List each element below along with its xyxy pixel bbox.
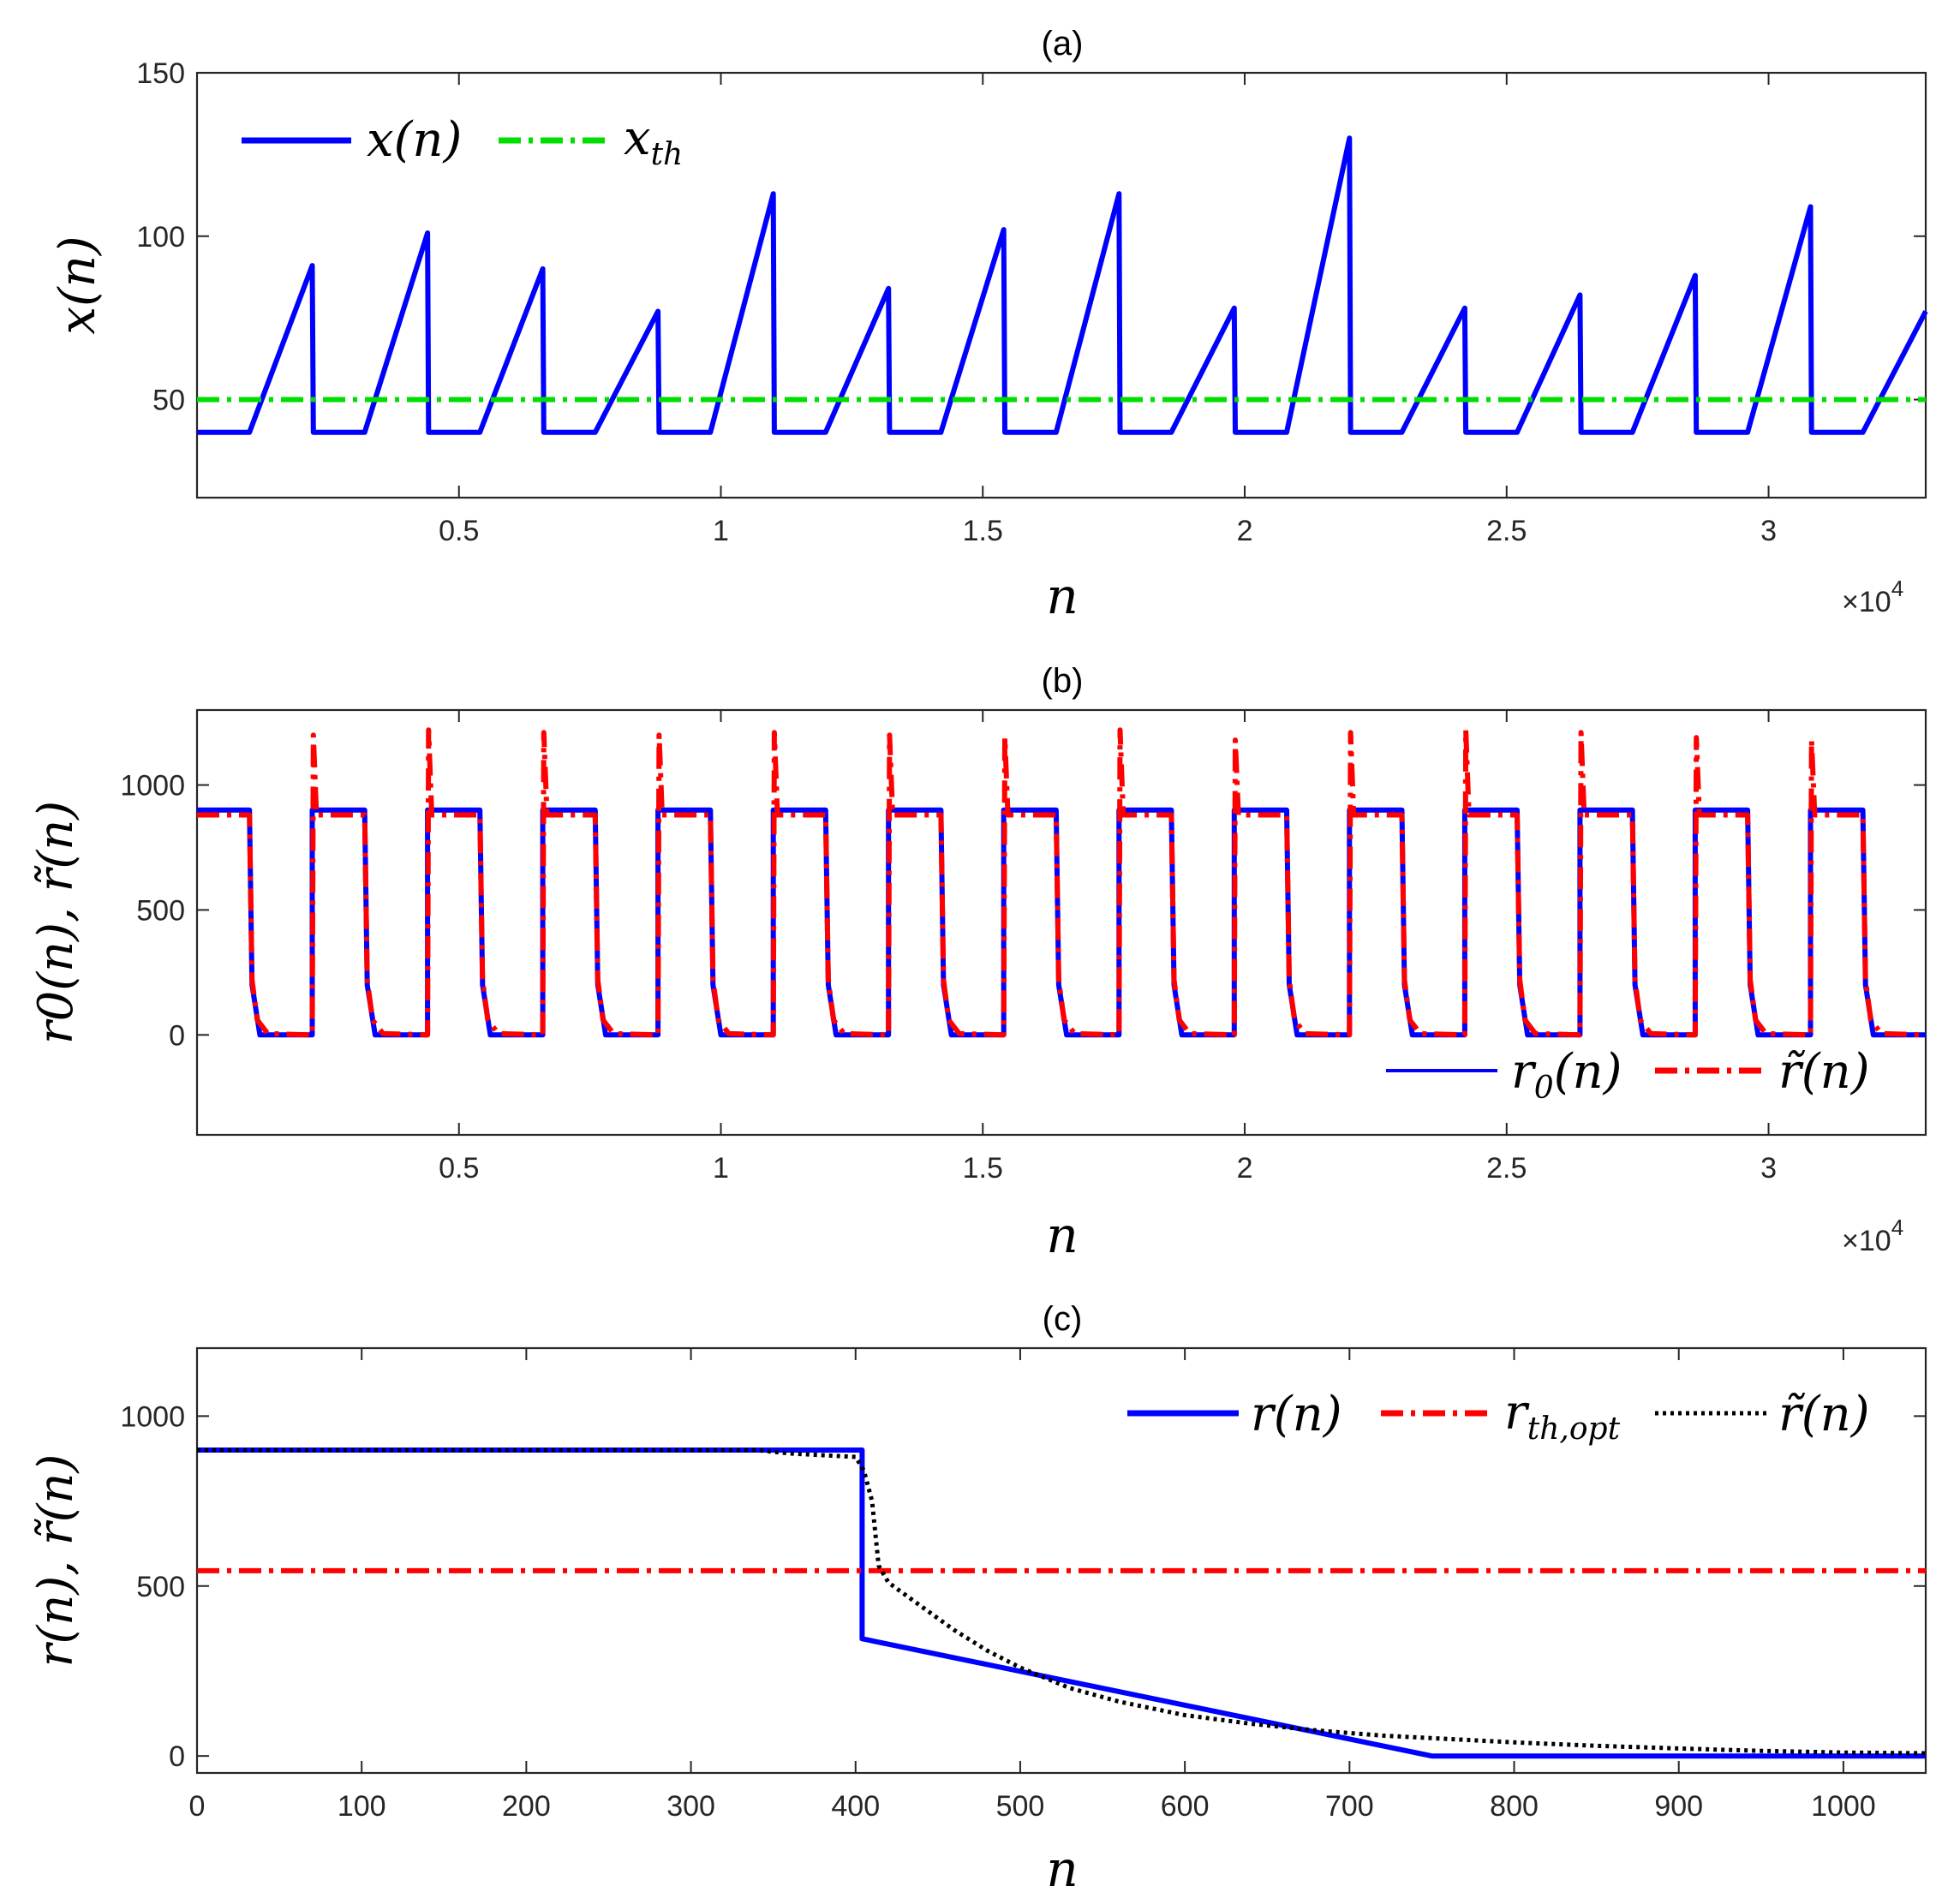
panel-b-lines [197,727,1926,1038]
legend-label-rtilde-b: r̃(n) [1778,1044,1870,1100]
x-tick-label: 0 [189,1790,206,1823]
x-tick-label: 1 [713,515,729,547]
panel-a-ticks: 0.5 1 1.5 2 2.5 3 50 100 150 [136,57,1926,547]
panel-a-x-exponent-base: ×10 [1842,586,1891,618]
panel-a-legend: x(n) xth [242,110,683,172]
x-tick-label: 2 [1237,515,1253,547]
x-tick-label: 0.5 [439,515,479,547]
x-tick-label: 1.5 [963,515,1003,547]
x-tick-label: 400 [831,1790,880,1823]
panel-a-x-exponent: ×104 [1842,576,1903,618]
y-tick-label: 150 [136,57,185,90]
y-tick-label: 1000 [120,770,185,803]
panel-b-legend: r0(n) r̃(n) [1376,1038,1881,1106]
x-tick-label: 0.5 [439,1152,479,1185]
x-tick-label: 800 [1490,1790,1539,1823]
panel-c-legend: r(n) rth,opt r̃(n) [1127,1385,1870,1447]
panel-a-plot-area [195,71,1927,499]
x-tick-label: 2.5 [1486,1152,1527,1185]
panel-b-x-exponent-power: 4 [1891,1215,1903,1240]
panel-a-lines [197,135,1928,435]
legend-label-rtilde-c: r̃(n) [1778,1387,1870,1442]
y-tick-label: 100 [136,221,185,254]
panel-a-ylabel: x(n) [48,236,106,334]
panel-a: (a) 0.5 1 1.5 2 2.5 3 50 100 150 n x(n) ×104 x(n… [48,25,1928,625]
panel-b-ylabel: r0(n), r̃(n) [28,801,84,1044]
y-tick-label: 500 [136,1571,185,1603]
legend-label-xth: xth [624,110,683,172]
series-line-0 [197,1447,1926,1759]
panel-a-x-exponent-power: 4 [1891,576,1903,601]
x-tick-label: 300 [666,1790,715,1823]
series-line-2 [197,1447,1927,1756]
panel-b-xlabel: n [1046,1206,1078,1264]
x-tick-label: 600 [1161,1790,1210,1823]
panel-c-plot-area [195,1346,1927,1775]
panel-c-ticks: 0 100 200 300 400 500 600 700 800 900 1000 0 500 1000 [120,1348,1926,1823]
legend-label-r0: r0(n) [1511,1044,1622,1106]
x-tick-label: 1000 [1811,1790,1876,1823]
x-tick-label: 500 [996,1790,1045,1823]
x-tick-label: 1 [713,1152,729,1185]
panel-c-title: (c) [1043,1300,1083,1338]
panel-c-lines [197,1447,1927,1759]
legend-label-x: x(n) [367,112,462,168]
x-tick-label: 700 [1325,1790,1374,1823]
panel-c-xlabel: n [1046,1840,1078,1898]
x-tick-label: 3 [1760,515,1777,547]
panel-b-x-exponent-base: ×10 [1842,1225,1891,1257]
y-tick-label: 0 [169,1740,185,1773]
panel-a-xlabel: n [1046,567,1078,625]
panel-c-ylabel: r(n), r̃(n) [28,1454,84,1668]
panel-b-title: (b) [1042,662,1084,700]
panel-c: (c) 0 100 200 300 400 500 600 700 800 900 1000 0 500… [28,1300,1927,1898]
panel-b-x-exponent: ×104 [1842,1215,1903,1257]
y-tick-label: 1000 [120,1400,185,1433]
x-tick-label: 3 [1760,1152,1777,1185]
panel-b-ticks: 0.5 1 1.5 2 2.5 3 0 500 1000 [120,710,1926,1185]
y-tick-label: 0 [169,1019,185,1052]
series-line-0 [197,135,1928,435]
x-tick-label: 2.5 [1486,515,1527,547]
x-tick-label: 200 [502,1790,551,1823]
legend-label-r: r(n) [1251,1387,1342,1442]
x-tick-label: 2 [1237,1152,1253,1185]
y-tick-label: 50 [152,385,185,417]
panel-a-title: (a) [1042,25,1084,63]
x-tick-label: 100 [338,1790,386,1823]
x-tick-label: 1.5 [963,1152,1003,1185]
x-tick-label: 900 [1654,1790,1703,1823]
y-tick-label: 500 [136,894,185,927]
legend-label-rth: rth,opt [1504,1385,1621,1447]
series-line-1 [197,727,1926,1038]
